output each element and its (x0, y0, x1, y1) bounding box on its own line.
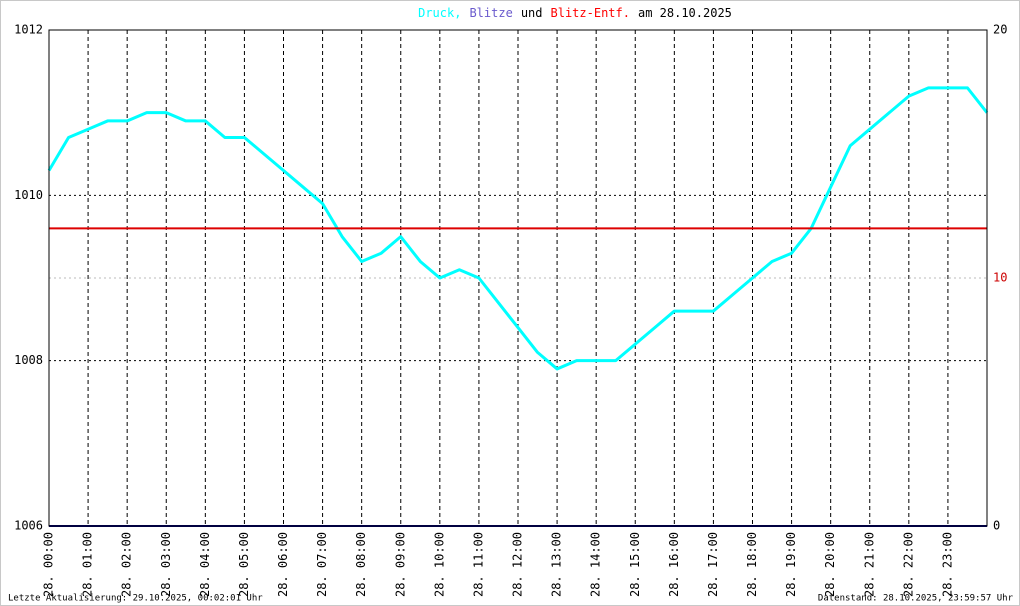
title-part: am 28.10.2025 (638, 6, 732, 20)
x-tick-label: 28. 11:00 (471, 532, 485, 597)
x-tick-label: 28. 07:00 (315, 532, 329, 597)
y-tick-label: 1008 (14, 353, 43, 367)
x-tick-label: 28. 10:00 (432, 532, 446, 597)
y2-tick-label: 10 (993, 271, 1007, 285)
x-tick-label: 28. 05:00 (237, 532, 251, 597)
x-tick-label: 28. 19:00 (784, 532, 798, 597)
footer-left: Letzte Aktualisierung: 29.10.2025, 00:02… (8, 594, 263, 604)
x-tick-label: 28. 21:00 (862, 532, 876, 597)
x-tick-label: 28. 04:00 (198, 532, 212, 597)
x-tick-label: 28. 20:00 (823, 532, 837, 597)
title-part: Blitz-Entf. (551, 6, 630, 20)
y-tick-label: 1012 (14, 23, 43, 37)
title-part: und (521, 6, 543, 20)
chart-title: Druck, Blitze und Blitz-Entf. am 28.10.2025 (418, 6, 732, 20)
x-tick-label: 28. 06:00 (276, 532, 290, 597)
footer-right: Datenstand: 28.10.2025, 23:59:57 Uhr (818, 594, 1014, 604)
x-tick-label: 28. 02:00 (120, 532, 134, 597)
x-tick-label: 28. 01:00 (81, 532, 95, 597)
x-tick-label: 28. 22:00 (901, 532, 915, 597)
x-tick-label: 28. 09:00 (393, 532, 407, 597)
x-tick-label: 28. 14:00 (589, 532, 603, 597)
x-tick-label: 28. 12:00 (511, 532, 525, 597)
x-tick-label: 28. 16:00 (667, 532, 681, 597)
y-tick-label: 1010 (14, 188, 43, 202)
x-tick-label: 28. 03:00 (159, 532, 173, 597)
x-tick-label: 28. 15:00 (628, 532, 642, 597)
x-tick-label: 28. 00:00 (42, 532, 56, 597)
y2-tick-label: 0 (993, 519, 1000, 533)
x-tick-label: 28. 08:00 (354, 532, 368, 597)
x-tick-label: 28. 13:00 (550, 532, 564, 597)
title-part: Druck, (418, 6, 461, 20)
y2-tick-label: 20 (993, 23, 1007, 37)
title-part: Blitze (469, 6, 512, 20)
x-tick-label: 28. 18:00 (745, 532, 759, 597)
y-tick-label: 1006 (14, 519, 43, 533)
x-tick-label: 28. 17:00 (706, 532, 720, 597)
series-line (47, 86, 989, 371)
x-tick-label: 28. 23:00 (940, 532, 954, 597)
plot-border (48, 29, 988, 527)
